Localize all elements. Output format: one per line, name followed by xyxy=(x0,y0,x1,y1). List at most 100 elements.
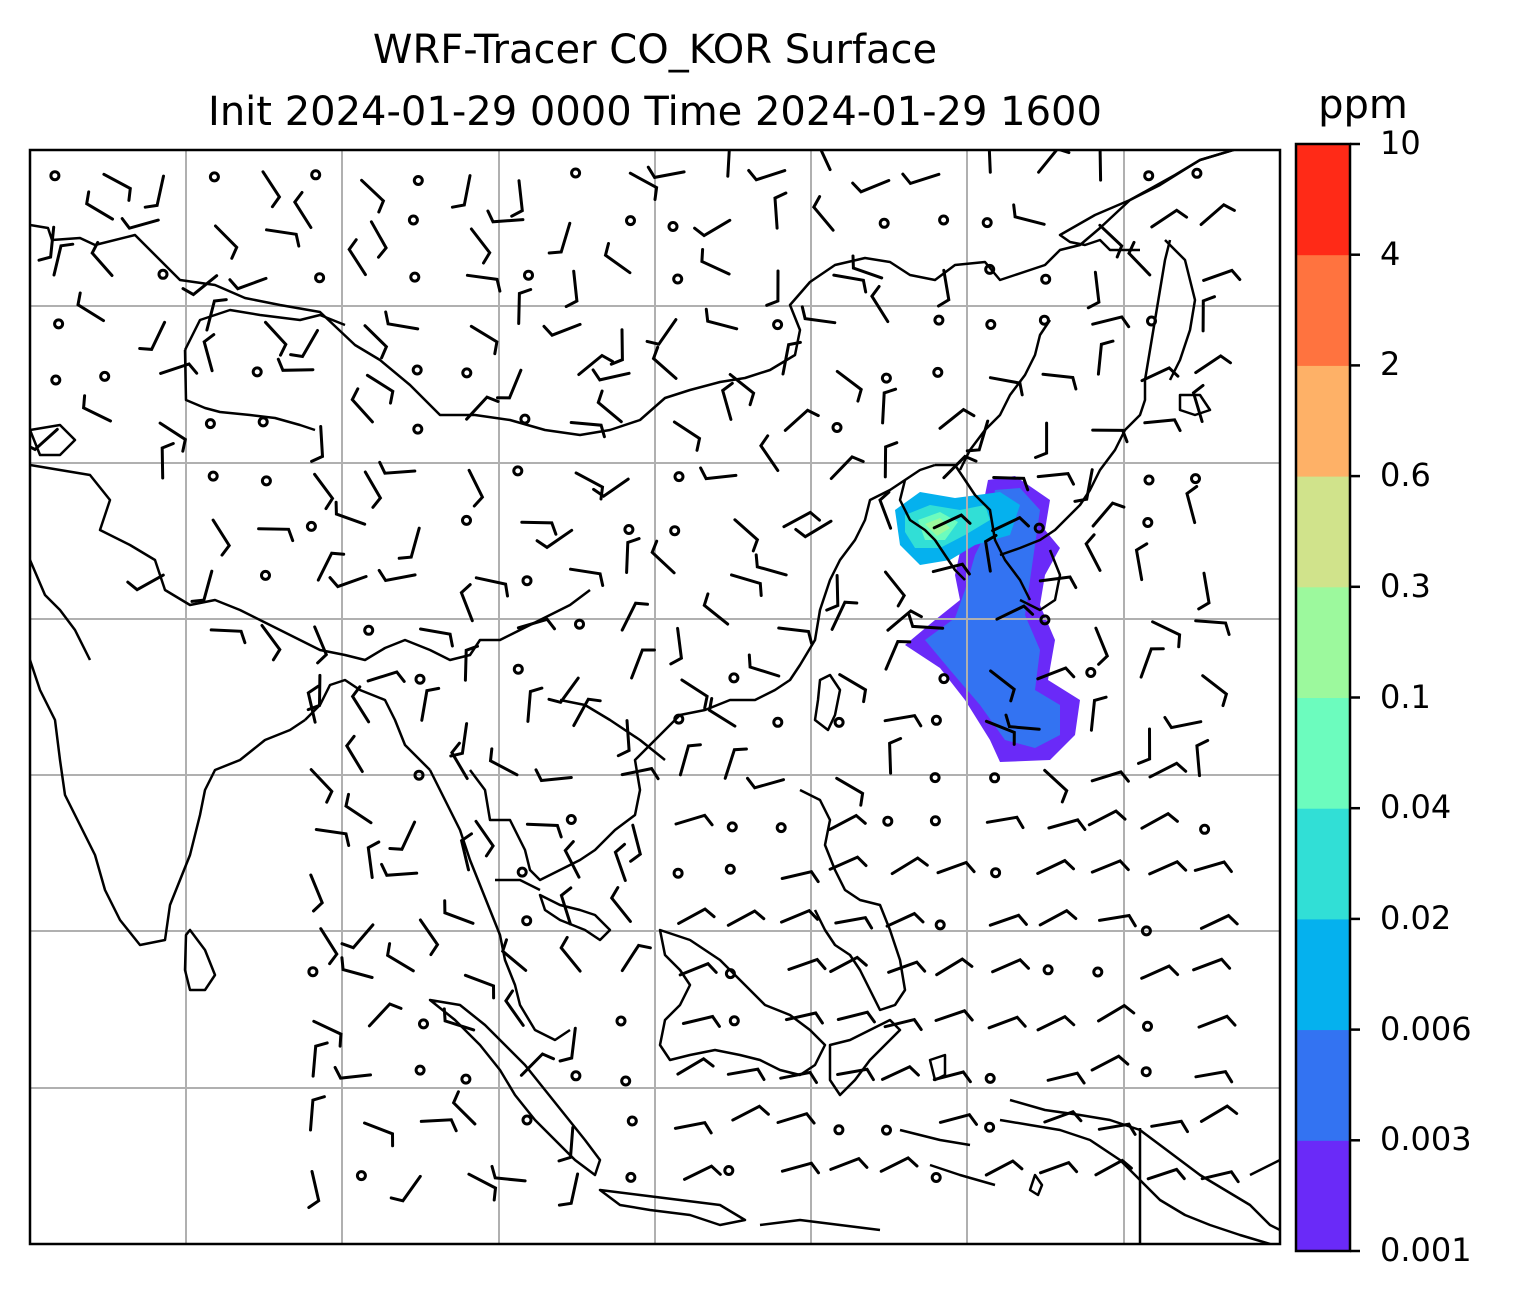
map-frame xyxy=(28,148,1282,1246)
wind-barb xyxy=(419,627,454,648)
calm-wind-circle xyxy=(570,1070,582,1082)
wind-barb xyxy=(1096,339,1115,376)
calm-wind-circle xyxy=(626,1115,638,1127)
wind-barb xyxy=(776,1111,816,1125)
wind-barb xyxy=(673,1121,713,1135)
wind-barb xyxy=(160,442,175,480)
wind-barb xyxy=(1150,1119,1189,1134)
wind-barb xyxy=(828,855,868,871)
wind-barb xyxy=(830,600,859,631)
calm-wind-circle xyxy=(251,366,263,378)
wind-barb xyxy=(474,819,495,858)
calm-wind-circle xyxy=(932,366,944,378)
wind-barb xyxy=(309,873,324,913)
wind-barb xyxy=(526,686,544,723)
colorbar-frame xyxy=(1294,142,1352,1253)
wind-barb xyxy=(726,150,731,178)
wind-barb xyxy=(932,1070,972,1084)
calm-wind-circle xyxy=(310,169,322,181)
calm-wind-circle xyxy=(1039,614,1051,626)
chart-title-line1: WRF-Tracer CO_KOR Surface xyxy=(372,27,938,73)
wind-barb xyxy=(1194,354,1232,375)
wind-barb xyxy=(609,328,624,366)
wind-barb xyxy=(369,220,388,259)
wind-barb xyxy=(992,476,1030,492)
wind-barb xyxy=(1089,695,1108,732)
wind-barb xyxy=(707,697,737,728)
wind-barb xyxy=(519,1052,555,1077)
chart-title-line2: Init 2024-01-29 0000 Time 2024-01-29 160… xyxy=(208,89,1102,135)
wind-barb xyxy=(319,927,339,966)
wind-barb xyxy=(870,285,890,324)
calm-wind-circle xyxy=(157,268,169,280)
wind-barb xyxy=(209,628,247,645)
wind-barb xyxy=(564,269,579,309)
wind-barb xyxy=(832,273,868,294)
wind-barb xyxy=(851,179,891,194)
wind-barb xyxy=(780,908,819,924)
wind-barb xyxy=(520,520,558,536)
wind-barb xyxy=(625,537,641,574)
wind-barb xyxy=(363,470,383,509)
colorbar-tick-label: 0.3 xyxy=(1380,566,1431,605)
wind-barb xyxy=(995,604,1035,621)
wind-barb xyxy=(1140,366,1180,383)
calm-wind-circle xyxy=(257,416,269,428)
wind-barb xyxy=(1097,1122,1137,1136)
wind-barb xyxy=(37,225,56,262)
wind-barb xyxy=(363,324,389,360)
wind-barb xyxy=(765,269,780,307)
calm-wind-circle xyxy=(1142,517,1154,528)
calm-wind-circle xyxy=(615,1015,627,1027)
wind-barb xyxy=(1193,860,1233,873)
wind-barb xyxy=(829,455,865,480)
calm-wind-circle xyxy=(623,524,635,535)
wind-barb xyxy=(646,165,686,180)
wind-barb xyxy=(1038,908,1078,927)
wind-barb xyxy=(344,792,373,825)
wind-barb xyxy=(260,624,282,662)
wind-barb xyxy=(1140,964,1180,980)
calm-wind-circle xyxy=(565,814,577,825)
calm-wind-circle xyxy=(407,214,419,226)
wind-barb xyxy=(1087,809,1127,827)
calm-wind-circle xyxy=(208,171,220,183)
calm-wind-circle xyxy=(984,1121,996,1133)
wind-barb xyxy=(989,669,1016,703)
wind-barb xyxy=(836,1010,876,1024)
wind-barb xyxy=(603,242,632,275)
wind-barb xyxy=(700,248,731,276)
calm-wind-circle xyxy=(1033,522,1045,534)
calm-wind-circle xyxy=(984,1072,996,1084)
wind-barb xyxy=(1097,1003,1136,1023)
wind-barb xyxy=(1137,727,1152,765)
colorbar-tick-label: 0.04 xyxy=(1380,788,1452,827)
wind-barb xyxy=(313,472,335,511)
calm-wind-circle xyxy=(934,919,946,931)
calm-wind-circle xyxy=(881,1124,892,1136)
wind-barb xyxy=(190,569,214,603)
wind-barb xyxy=(1195,739,1210,778)
wind-barb xyxy=(340,923,375,950)
wind-barb xyxy=(350,387,374,424)
wind-barb xyxy=(517,288,533,325)
calm-wind-circle xyxy=(418,1018,429,1030)
calm-wind-circle xyxy=(981,217,993,229)
wind-barb xyxy=(1199,913,1239,930)
wind-barb xyxy=(420,686,441,722)
calm-wind-circle xyxy=(521,915,533,927)
calm-wind-circle xyxy=(523,269,534,281)
wind-barb xyxy=(942,454,978,480)
wind-barb xyxy=(1199,202,1236,226)
wind-barb xyxy=(828,813,867,832)
wind-barb xyxy=(932,513,972,530)
calm-wind-circle xyxy=(1143,474,1155,486)
wind-barb xyxy=(451,1090,477,1126)
wind-barb xyxy=(450,741,469,780)
wind-barb xyxy=(1086,270,1101,310)
wind-barb xyxy=(388,820,417,851)
wind-barb xyxy=(138,320,167,351)
wind-barb xyxy=(467,1172,498,1202)
wind-barb xyxy=(82,394,112,423)
